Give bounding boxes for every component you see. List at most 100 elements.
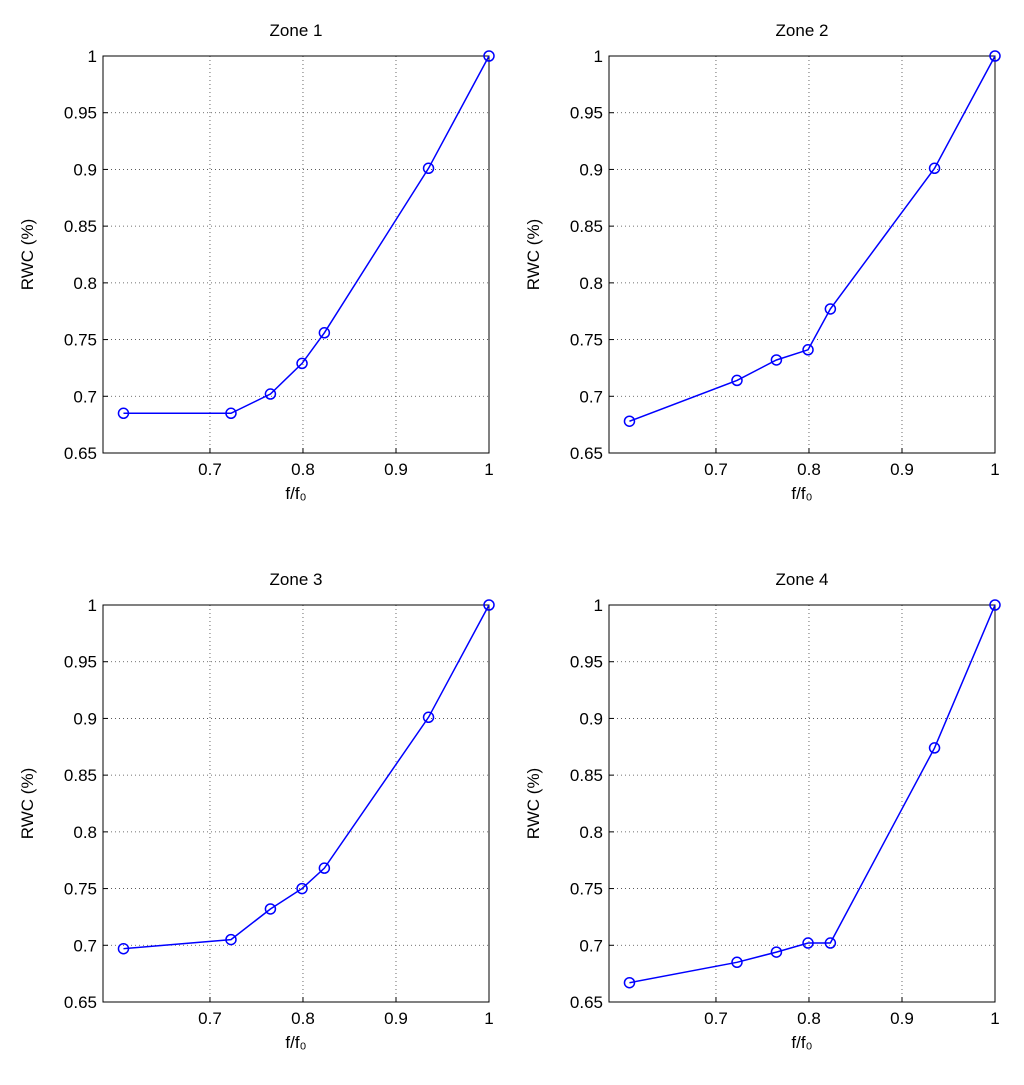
series-line [123, 604, 490, 950]
y-tick-label: 1 [594, 596, 603, 615]
data-point [117, 942, 130, 955]
x-tick-label: 0.8 [797, 1009, 821, 1028]
data-point [117, 407, 130, 420]
y-axis-label: RWC (%) [524, 768, 543, 839]
data-point [824, 937, 837, 949]
subplot: 0.7 0.8 0.9 1 0.65 0.7 0.75 0.8 0.85 0.9 0.95 1 Zone… [18, 21, 495, 503]
x-tick-label: 1 [990, 1009, 999, 1028]
x-tick-label: 0.7 [198, 460, 222, 479]
y-axis-label: RWC (%) [18, 219, 37, 290]
y-tick-label: 0.7 [579, 387, 603, 406]
x-tick-label: 0.9 [384, 1009, 408, 1028]
y-tick-label: 1 [88, 47, 97, 66]
data-point [296, 882, 308, 895]
chart-title: Zone 4 [776, 570, 829, 589]
data-point [989, 50, 1001, 62]
subplot: 0.7 0.8 0.9 1 0.65 0.7 0.75 0.8 0.85 0.9 0.95 1 Zone… [18, 570, 495, 1052]
x-tick-label: 0.7 [704, 1009, 728, 1028]
subplot: 0.7 0.8 0.9 1 0.65 0.7 0.75 0.8 0.85 0.9 0.95 1 Zone… [524, 570, 1001, 1052]
x-tick-label: 1 [990, 460, 999, 479]
plot-area [609, 56, 995, 453]
axes-frame [608, 55, 996, 454]
data-point [928, 742, 941, 754]
y-tick-label: 0.7 [73, 936, 97, 955]
chart-title: Zone 1 [270, 21, 323, 40]
x-axis-label: f/f₀ [285, 484, 306, 503]
x-axis-label: f/f₀ [285, 1033, 306, 1052]
x-tick-label: 1 [484, 460, 493, 479]
x-tick-label: 0.9 [890, 460, 914, 479]
y-tick-label: 0.9 [73, 709, 97, 728]
y-axis-label: RWC (%) [524, 219, 543, 290]
data-point [483, 599, 495, 611]
x-tick-label: 0.7 [198, 1009, 222, 1028]
y-tick-label: 0.7 [579, 936, 603, 955]
y-tick-label: 0.95 [64, 653, 97, 672]
x-tick-label: 0.8 [291, 1009, 315, 1028]
axes-frame [102, 55, 490, 454]
y-tick-label: 0.85 [570, 766, 603, 785]
data-point [928, 162, 941, 175]
y-tick-label: 0.65 [570, 444, 603, 463]
data-point [318, 327, 331, 339]
x-tick-label: 0.8 [797, 460, 821, 479]
y-axis-label: RWC (%) [18, 768, 37, 839]
series-line [629, 604, 996, 984]
x-axis-label: f/f₀ [791, 1033, 812, 1052]
data-point [731, 374, 743, 387]
data-point [264, 388, 277, 400]
plot-area [103, 605, 489, 1002]
data-point [318, 862, 331, 874]
x-tick-label: 0.8 [291, 460, 315, 479]
y-tick-label: 0.7 [73, 387, 97, 406]
x-tick-label: 1 [484, 1009, 493, 1028]
data-point [623, 415, 636, 427]
x-tick-label: 0.9 [890, 1009, 914, 1028]
data-point [802, 937, 814, 949]
chart-title: Zone 2 [776, 21, 829, 40]
y-tick-label: 0.75 [570, 880, 603, 899]
y-tick-label: 0.85 [570, 217, 603, 236]
data-point [422, 162, 435, 175]
y-tick-label: 0.8 [579, 823, 603, 842]
y-tick-label: 0.9 [579, 160, 603, 179]
data-point [483, 50, 495, 62]
y-tick-label: 0.75 [570, 331, 603, 350]
y-tick-label: 0.95 [570, 104, 603, 123]
chart-title: Zone 3 [270, 570, 323, 589]
data-point [770, 354, 783, 366]
data-point [989, 599, 1001, 611]
axes-frame [608, 604, 996, 1003]
y-tick-label: 0.85 [64, 766, 97, 785]
data-point [264, 903, 277, 915]
plot-area [103, 56, 489, 453]
data-point [731, 956, 743, 969]
y-tick-label: 0.8 [73, 274, 97, 293]
series-line [629, 55, 996, 422]
data-point [225, 933, 237, 946]
data-point [422, 711, 435, 724]
data-point [225, 407, 237, 420]
y-tick-label: 0.9 [73, 160, 97, 179]
x-tick-label: 0.9 [384, 460, 408, 479]
plot-area [609, 605, 995, 1002]
data-point [296, 357, 308, 370]
y-tick-label: 0.8 [73, 823, 97, 842]
y-tick-label: 0.95 [570, 653, 603, 672]
y-tick-label: 0.85 [64, 217, 97, 236]
y-tick-label: 1 [594, 47, 603, 66]
y-tick-label: 0.65 [570, 993, 603, 1012]
y-tick-label: 0.65 [64, 444, 97, 463]
axes-frame [102, 604, 490, 1003]
x-axis-label: f/f₀ [791, 484, 812, 503]
data-point [802, 344, 814, 356]
y-tick-label: 0.65 [64, 993, 97, 1012]
data-point [824, 303, 837, 315]
y-tick-label: 0.95 [64, 104, 97, 123]
y-tick-label: 0.8 [579, 274, 603, 293]
x-tick-label: 0.7 [704, 460, 728, 479]
data-point [770, 946, 783, 958]
subplot: 0.7 0.8 0.9 1 0.65 0.7 0.75 0.8 0.85 0.9 0.95 1 Zone… [524, 21, 1001, 503]
y-tick-label: 0.9 [579, 709, 603, 728]
